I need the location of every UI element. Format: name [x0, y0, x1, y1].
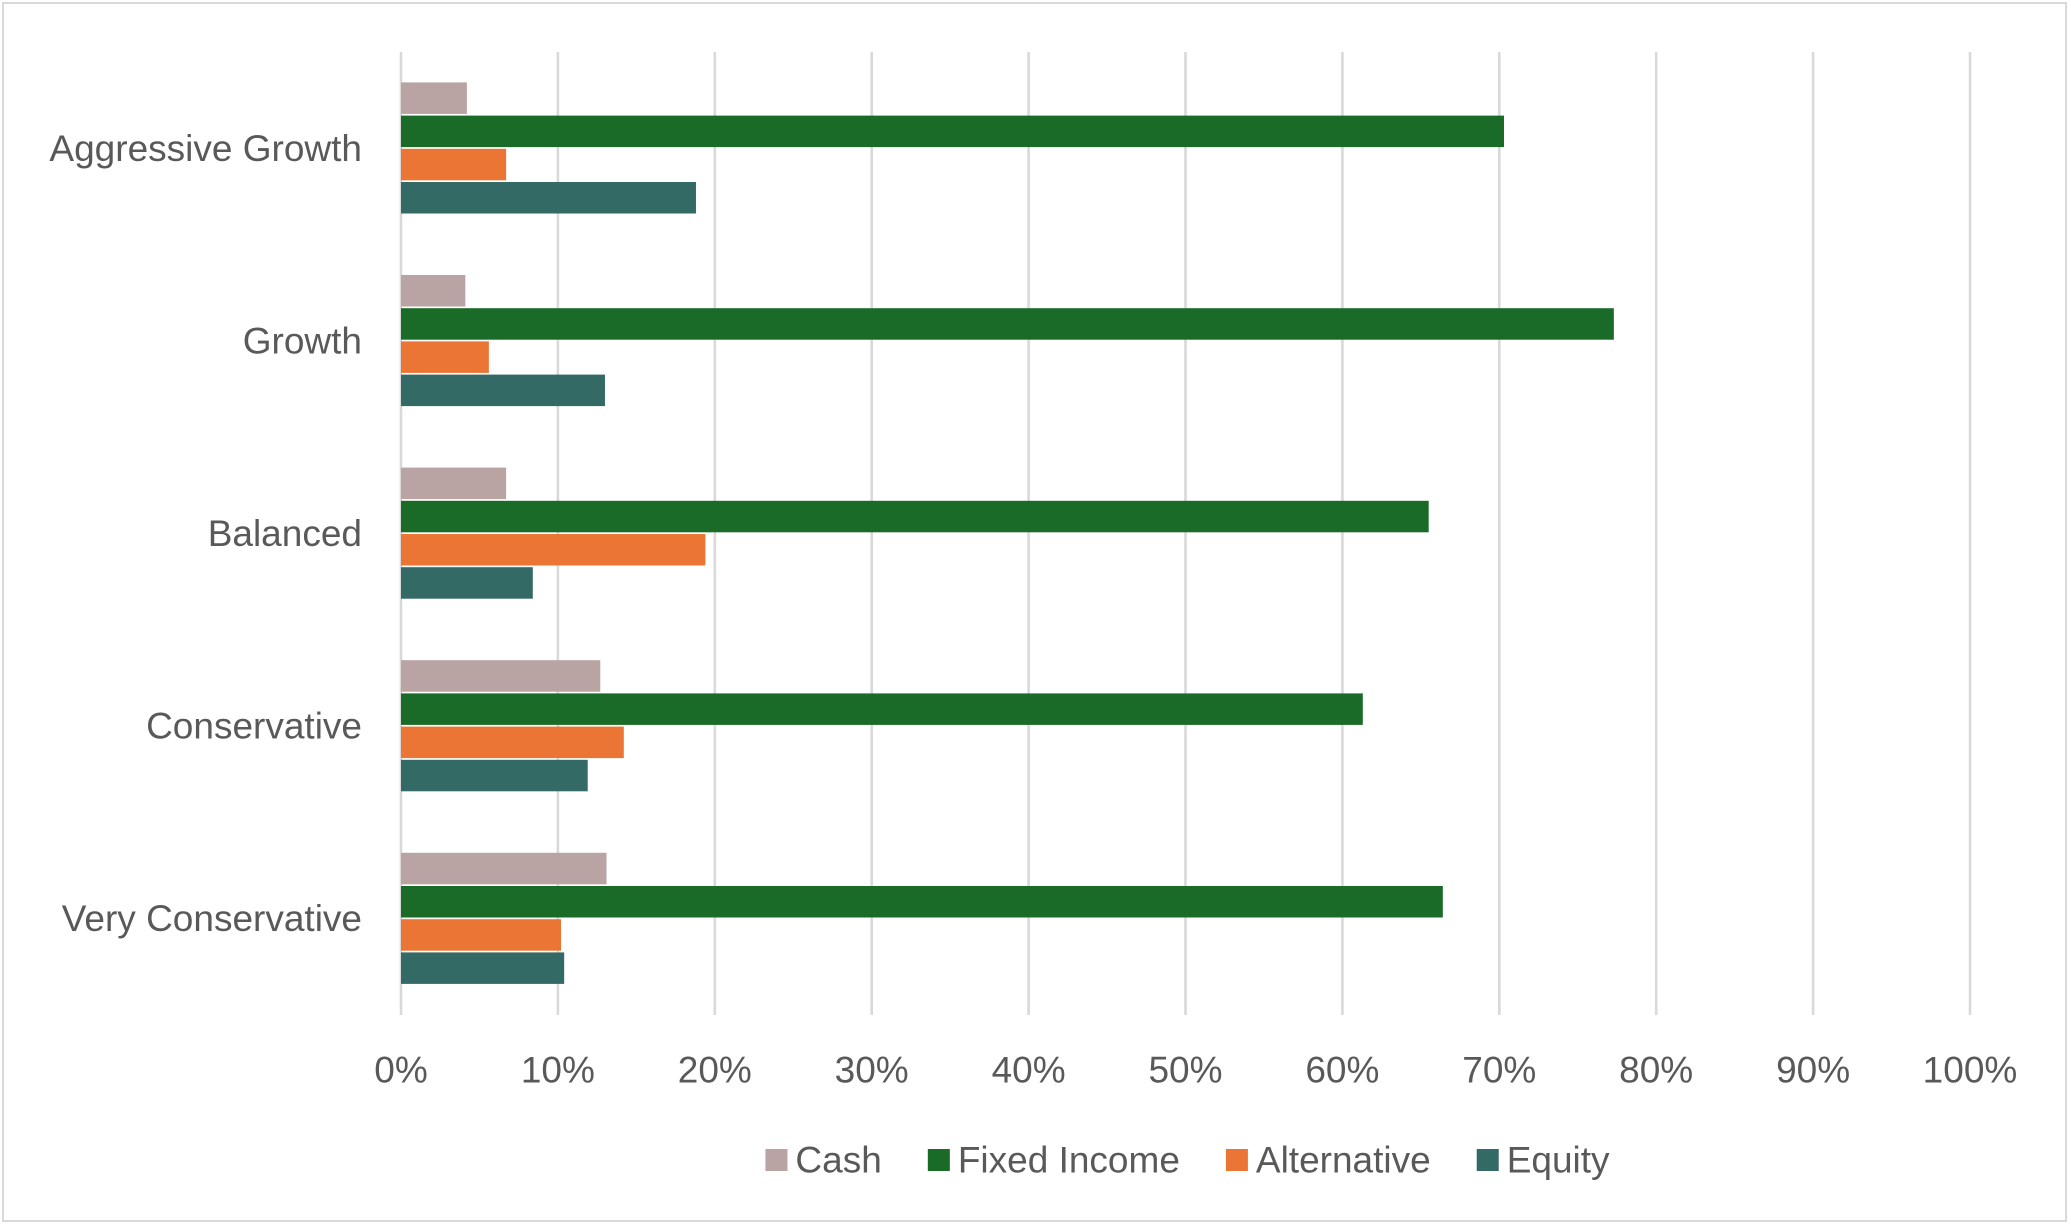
bar-chart: Aggressive Growth Growth Balanced Conservat…: [49, 52, 2017, 1181]
x-tick-label: 100%: [1923, 1050, 2018, 1091]
x-tick-label: 30%: [835, 1050, 909, 1091]
bar-cash: [401, 275, 466, 307]
category-label: Balanced: [208, 513, 362, 554]
x-tick-label: 50%: [1148, 1050, 1222, 1091]
legend-swatch-fixed-income: [927, 1149, 950, 1171]
x-tick-label: 10%: [521, 1050, 595, 1091]
bar-fixed-income: [401, 115, 1505, 148]
bar-cash: [401, 467, 507, 500]
legend-swatch-cash: [765, 1149, 788, 1171]
legend-label: Cash: [795, 1140, 881, 1181]
legend-label: Fixed Income: [958, 1140, 1180, 1181]
legend-swatch-alternative: [1225, 1149, 1248, 1171]
legend: Cash Fixed Income Alternative Equity: [765, 1140, 1610, 1181]
bar-fixed-income: [401, 500, 1429, 533]
category-label: Very Conservative: [62, 898, 362, 939]
bar-equity: [401, 567, 533, 599]
category-label: Growth: [243, 320, 362, 361]
bar-fixed-income: [401, 693, 1363, 725]
bar-equity: [401, 374, 605, 407]
bar-alternative: [401, 919, 562, 951]
bar-equity: [401, 952, 565, 984]
category-label: Conservative: [146, 706, 362, 747]
bar-alternative: [401, 341, 489, 373]
legend-label: Equity: [1507, 1140, 1610, 1181]
bar-equity: [401, 759, 588, 792]
legend-label: Alternative: [1256, 1140, 1431, 1181]
x-tick-label: 40%: [992, 1050, 1066, 1091]
bar-fixed-income: [401, 886, 1443, 918]
x-axis-tick-labels: 0% 10% 20% 30% 40% 50% 60% 70% 80% 90% 100%: [374, 1050, 2017, 1091]
x-tick-label: 20%: [678, 1050, 752, 1091]
category-label: Aggressive Growth: [49, 128, 362, 169]
x-tick-label: 0%: [374, 1050, 427, 1091]
x-tick-label: 90%: [1776, 1050, 1850, 1091]
x-tick-label: 60%: [1305, 1050, 1379, 1091]
bar-cash: [401, 82, 467, 114]
bar-alternative: [401, 534, 706, 566]
bars: [401, 82, 1614, 984]
legend-swatch-equity: [1476, 1149, 1499, 1171]
bar-cash: [401, 852, 607, 885]
bar-equity: [401, 182, 696, 214]
bar-alternative: [401, 726, 624, 759]
bar-fixed-income: [401, 308, 1614, 340]
bar-alternative: [401, 148, 507, 181]
category-labels: Aggressive Growth Growth Balanced Conservat…: [49, 128, 362, 939]
x-tick-label: 70%: [1462, 1050, 1536, 1091]
x-tick-label: 80%: [1619, 1050, 1693, 1091]
bar-cash: [401, 660, 601, 692]
